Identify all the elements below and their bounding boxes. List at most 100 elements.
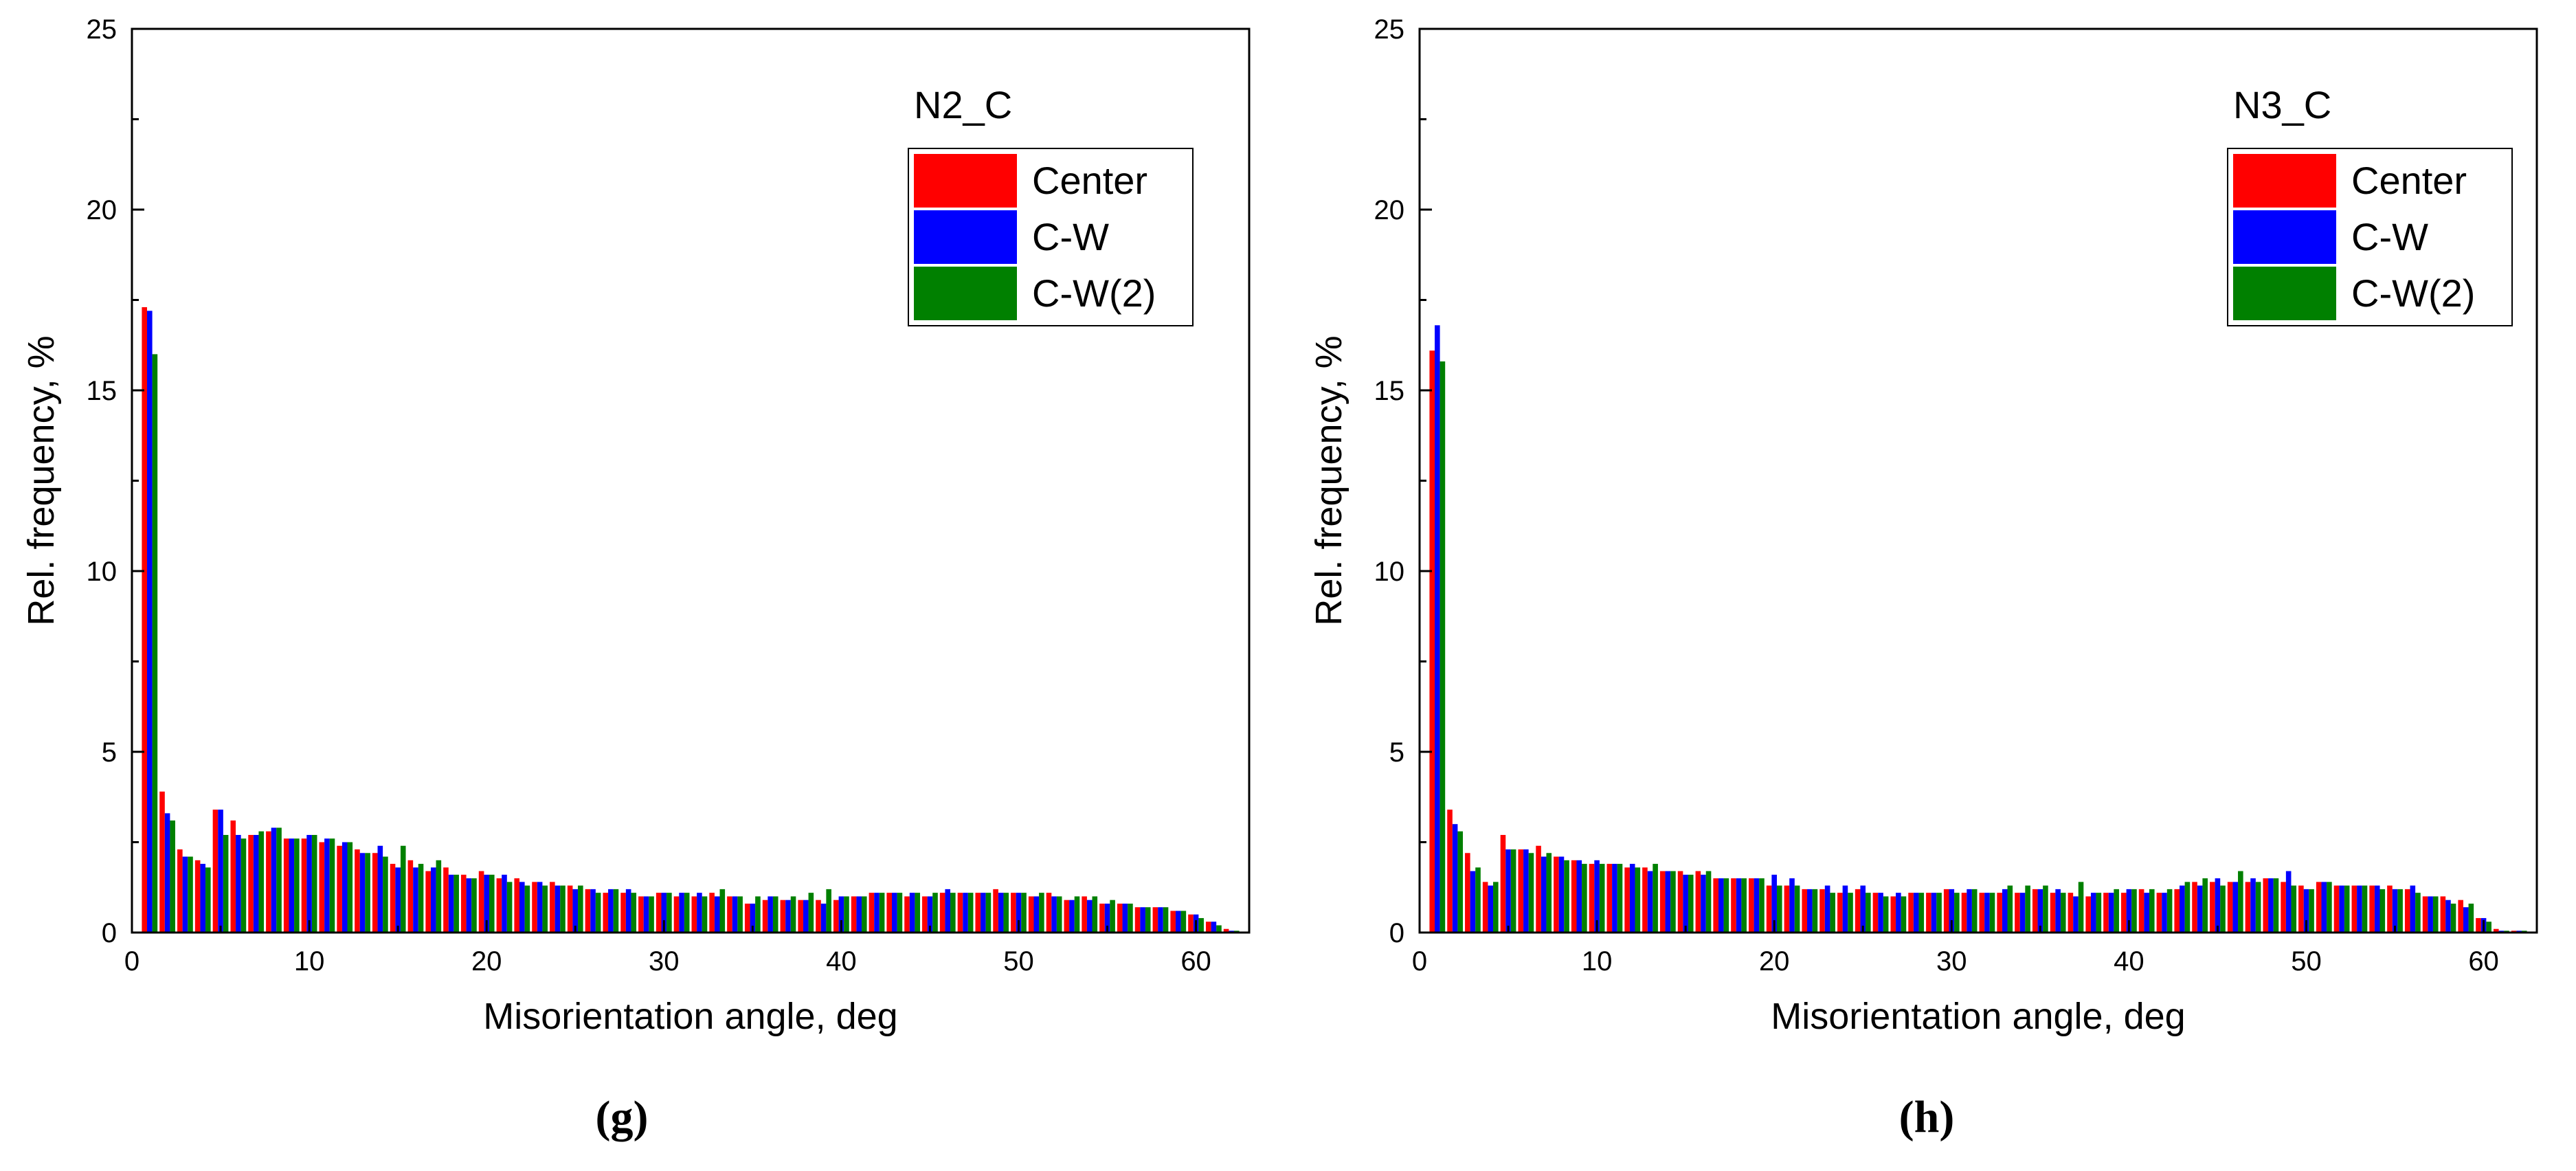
- bar-center-30: [656, 893, 662, 933]
- bar-c-w-2--21: [1794, 885, 1800, 933]
- bar-c-w-58: [1158, 907, 1163, 933]
- bar-c-w-2--26: [1883, 896, 1889, 933]
- bar-c-w-2--34: [2025, 885, 2030, 933]
- bar-center-33: [1997, 893, 2002, 933]
- bar-c-w-2--48: [2273, 878, 2279, 933]
- bar-center-28: [1908, 893, 1914, 933]
- bar-c-w-41: [2144, 893, 2149, 933]
- bar-c-w-2--6: [1528, 853, 1534, 933]
- bar-center-7: [248, 834, 254, 933]
- bar-center-15: [390, 864, 396, 933]
- bar-c-w-2--34: [737, 896, 743, 933]
- bar-c-w-2--14: [1670, 871, 1676, 933]
- bar-c-w-2--41: [861, 896, 867, 933]
- chart-g: 0 10 20 30 40 50 60 0 5 10 15 20 25 Misorientation an…: [21, 14, 1251, 1037]
- bar-c-w-2--1: [152, 354, 158, 933]
- legend-label: C-W: [2351, 215, 2428, 258]
- bar-c-w-2--2: [170, 820, 175, 933]
- bar-center-43: [886, 893, 893, 933]
- bar-c-w-2--49: [2291, 885, 2297, 933]
- bar-c-w-42: [874, 893, 880, 933]
- bar-c-w-2--12: [347, 842, 353, 933]
- bar-c-w-3: [1470, 871, 1476, 933]
- bar-c-w-2--9: [294, 838, 300, 933]
- x-tick-label: 0: [124, 946, 139, 977]
- x-tick-label: 50: [2291, 946, 2322, 977]
- bar-c-w-2--35: [755, 896, 761, 933]
- bar-c-w-19: [1754, 878, 1760, 933]
- bar-center-59: [1170, 911, 1176, 933]
- bar-c-w-61: [1211, 922, 1217, 933]
- bar-center-47: [957, 893, 963, 933]
- bar-center-34: [2015, 893, 2020, 933]
- bar-center-22: [1802, 889, 1808, 933]
- bar-center-31: [1961, 893, 1967, 933]
- bar-center-29: [638, 896, 644, 933]
- bar-center-23: [532, 882, 537, 933]
- bar-center-38: [798, 900, 803, 933]
- legend: N3_C Center C-W C-W(2): [2227, 83, 2513, 326]
- bar-c-w-2--33: [719, 889, 726, 933]
- bar-center-49: [993, 889, 998, 933]
- bar-center-41: [2138, 889, 2144, 933]
- y-tick-label: 0: [1389, 918, 1404, 948]
- bar-c-w-11: [324, 838, 330, 933]
- bar-c-w-7: [253, 834, 259, 933]
- legend: N2_C Center C-W C-W(2): [908, 83, 1194, 326]
- bar-c-w-33: [2002, 889, 2008, 933]
- bar-c-w-50: [2303, 889, 2309, 933]
- bar-c-w-2--51: [2327, 882, 2332, 933]
- bar-c-w-2--8: [1564, 860, 1569, 933]
- bar-c-w-54: [1086, 900, 1093, 933]
- bar-c-w-55: [1104, 903, 1110, 933]
- bar-c-w-38: [803, 900, 809, 933]
- bar-c-w-2--5: [223, 834, 229, 933]
- bar-center-31: [673, 896, 680, 933]
- bar-c-w-2--29: [649, 896, 654, 933]
- bar-c-w-2--56: [1128, 903, 1133, 933]
- bar-c-w-2--30: [667, 893, 672, 933]
- bar-c-w-3: [182, 856, 188, 933]
- bar-center-40: [833, 900, 839, 933]
- bar-c-w-2--33: [2007, 885, 2013, 933]
- bar-c-w-2--10: [311, 834, 317, 933]
- bar-c-w-57: [2428, 896, 2433, 933]
- bar-center-44: [904, 896, 910, 933]
- bar-c-w-23: [1824, 885, 1830, 933]
- bar-c-w-2--19: [1759, 878, 1765, 933]
- bar-center-58: [1152, 907, 1158, 933]
- bar-c-w-51: [2321, 882, 2327, 933]
- bar-c-w-28: [625, 889, 631, 933]
- y-tick-label: 20: [1374, 195, 1405, 225]
- bar-c-w-2--58: [2450, 903, 2456, 933]
- bar-c-w-25: [572, 889, 579, 933]
- bar-c-w-30: [1949, 889, 1955, 933]
- bar-center-53: [1064, 900, 1070, 933]
- bar-c-w-2--30: [1954, 893, 1960, 933]
- y-tick-label: 10: [87, 557, 117, 587]
- bar-c-w-2--54: [1092, 896, 1098, 933]
- bar-center-41: [851, 896, 857, 933]
- bar-c-w-2--60: [2486, 922, 2491, 933]
- bar-c-w-2--49: [1003, 893, 1009, 933]
- bar-c-w-32: [1984, 893, 1990, 933]
- bar-c-w-2--45: [932, 893, 938, 933]
- bar-center-62: [1223, 928, 1229, 933]
- bar-c-w-52: [2339, 885, 2344, 933]
- bar-c-w-44: [909, 893, 915, 933]
- bar-c-w-2--18: [1741, 878, 1747, 933]
- y-tick-label: 0: [102, 918, 117, 948]
- bar-center-35: [744, 903, 750, 933]
- bar-c-w-2--38: [808, 893, 814, 933]
- bar-center-49: [2281, 882, 2286, 933]
- bar-center-4: [1482, 882, 1488, 933]
- bar-center-4: [194, 860, 201, 933]
- bar-c-w-29: [1931, 893, 1937, 933]
- legend-swatch-c-w-2-: [914, 267, 1017, 320]
- bar-c-w-2--10: [1599, 864, 1605, 933]
- bar-c-w-2--32: [702, 896, 708, 933]
- bar-c-w-1: [1435, 325, 1440, 933]
- bar-center-25: [567, 885, 573, 933]
- bar-c-w-2--22: [1812, 889, 1818, 933]
- legend-label: C-W(2): [2351, 271, 2475, 315]
